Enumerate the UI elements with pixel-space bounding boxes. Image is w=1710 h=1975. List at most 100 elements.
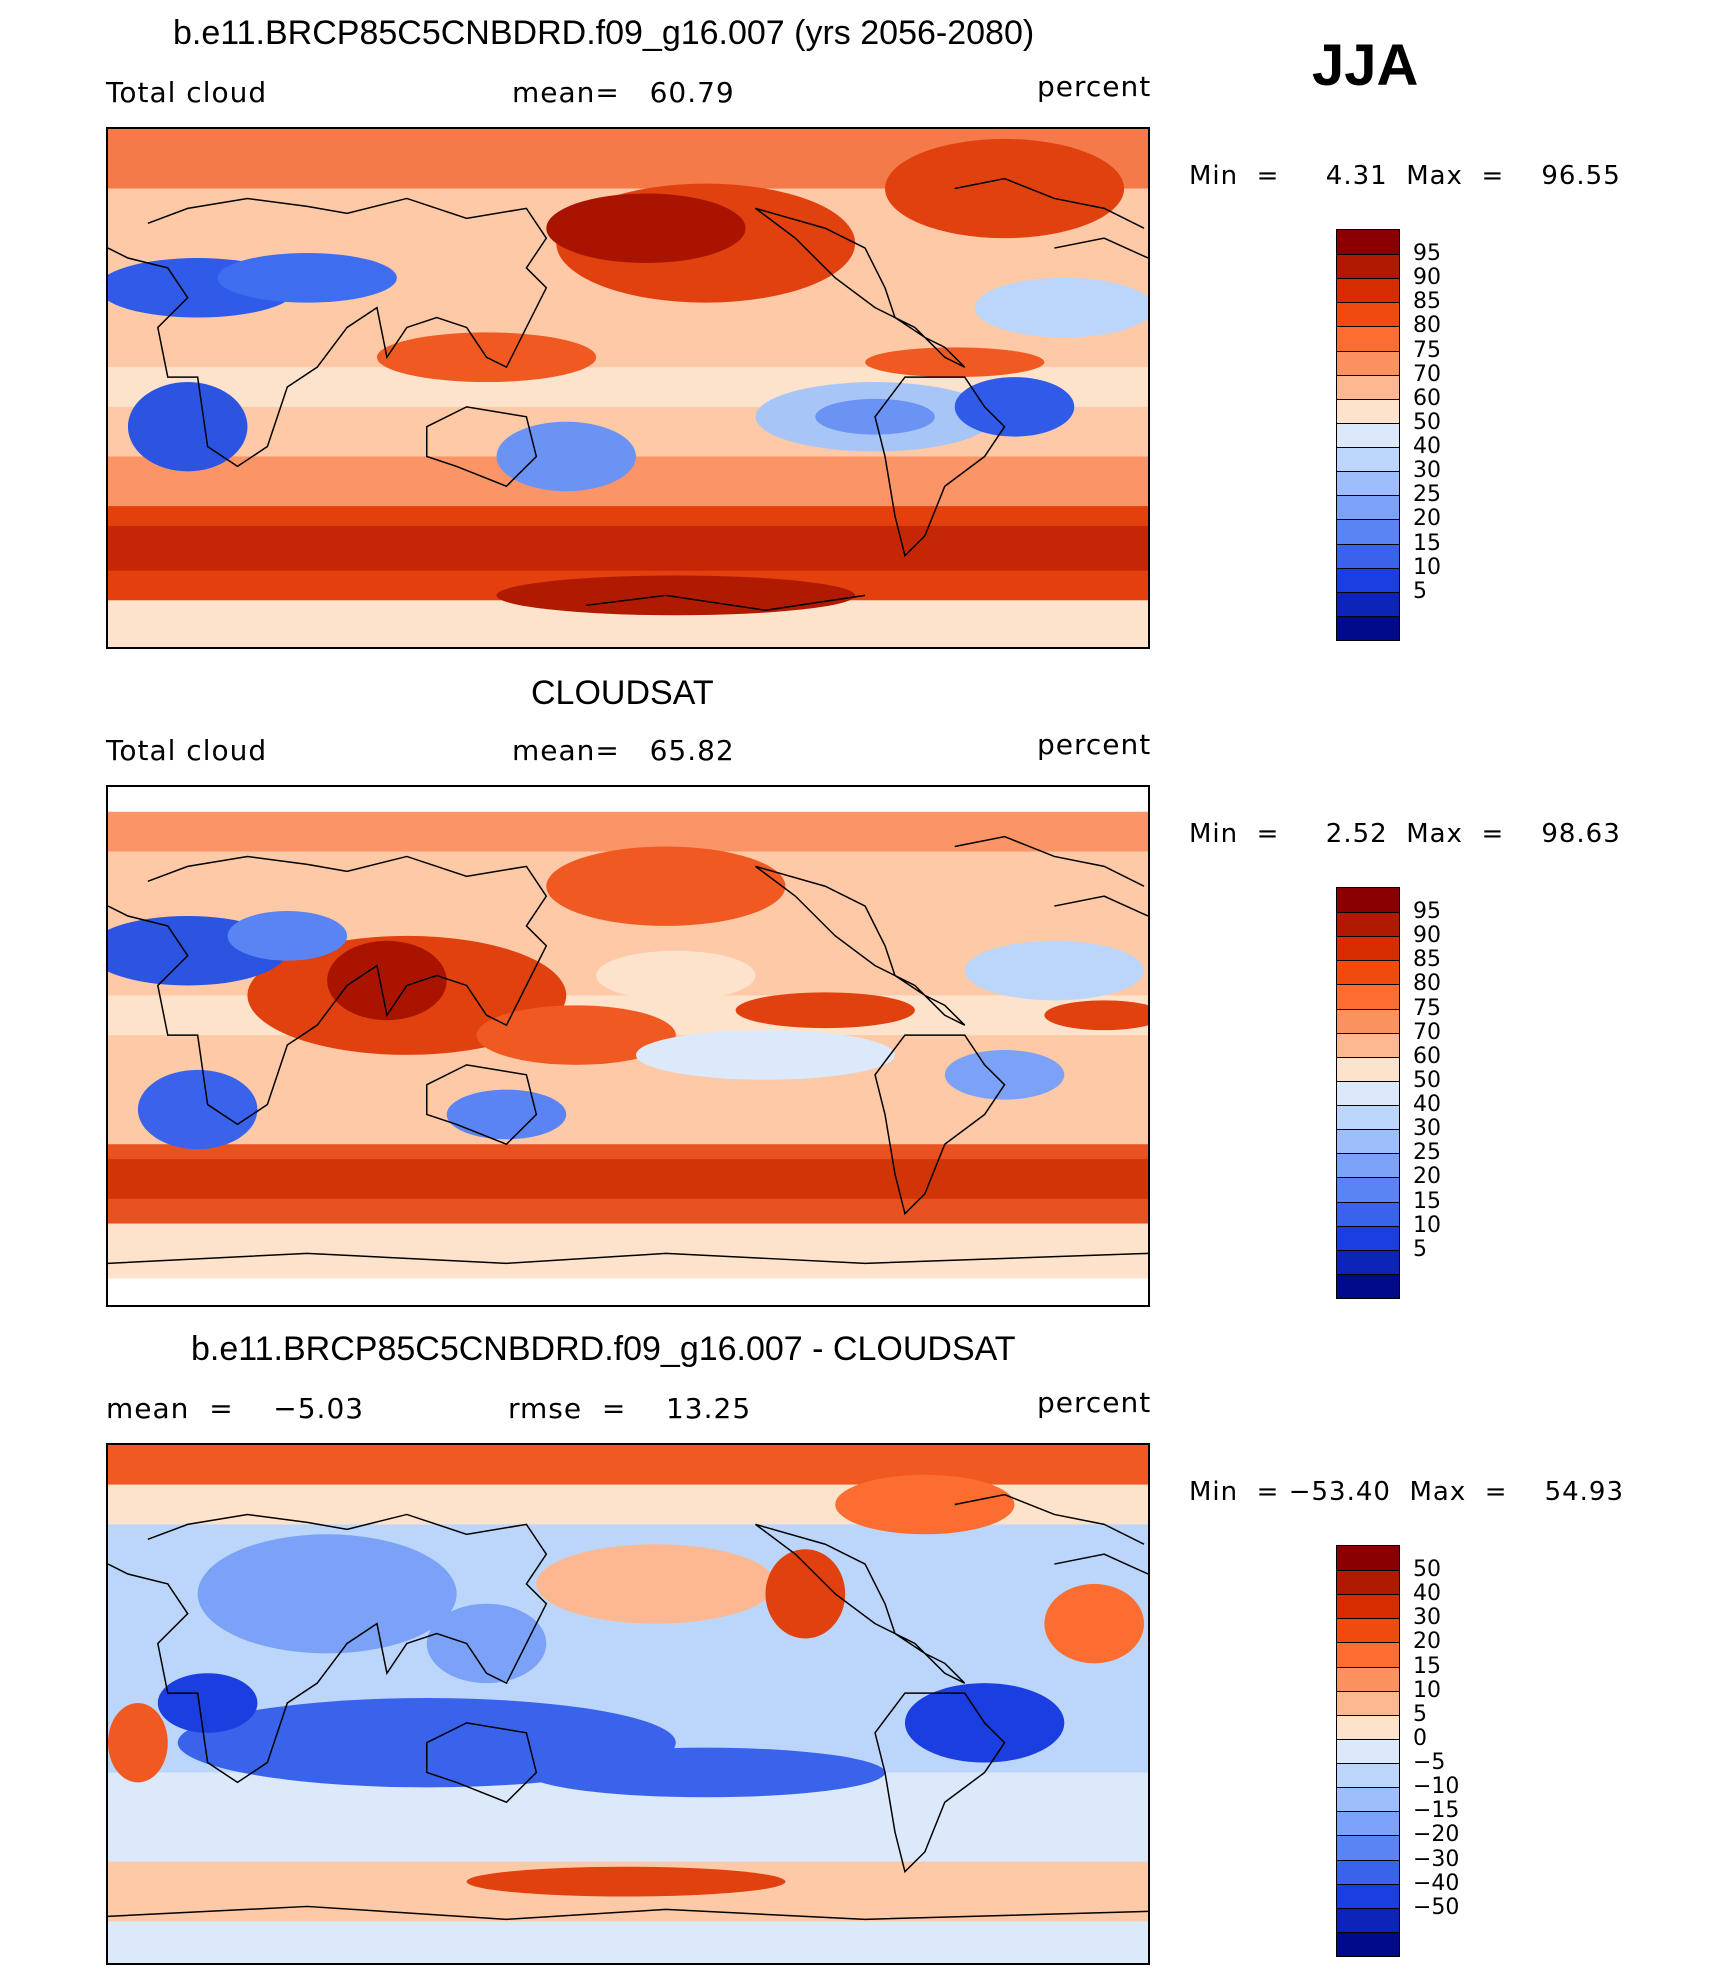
colorbar-bin	[1337, 1153, 1399, 1178]
colorbar-bin	[1337, 1080, 1399, 1106]
colorbar-tick-label: −30	[1413, 1846, 1460, 1872]
colorbar-tick-label: 50	[1413, 1067, 1441, 1093]
colorbar-tick-label: 10	[1413, 554, 1441, 580]
colorbar-bin	[1337, 1177, 1399, 1202]
colorbar-diff: 50 40 30 20 15 10 5 0 −5 −10 −15 −20 −30 −40 −50	[1336, 1545, 1459, 1957]
colorbar-bin	[1337, 1546, 1399, 1571]
colorbar-bin	[1337, 1714, 1399, 1739]
colorbar-bin	[1337, 519, 1399, 544]
colorbar-bin	[1337, 567, 1399, 592]
colorbar-bin	[1337, 984, 1399, 1009]
colorbar-bin	[1337, 447, 1399, 472]
colorbar-bin	[1337, 1642, 1399, 1667]
colorbar-bin	[1337, 912, 1399, 937]
colorbar-bin	[1337, 1859, 1399, 1884]
colorbar-bin	[1337, 1666, 1399, 1691]
colorbar-bin	[1337, 1032, 1399, 1057]
colorbar-bin	[1337, 1249, 1399, 1274]
colorbar-bin	[1337, 1201, 1399, 1226]
colorbar-bin	[1337, 1811, 1399, 1836]
colorbar-bin	[1337, 254, 1399, 279]
colorbar-bin	[1337, 471, 1399, 496]
contour-map-obs	[108, 787, 1148, 1305]
colorbar-bin	[1337, 1273, 1399, 1298]
panel-title-model: b.e11.BRCP85C5CNBDRD.f09_g16.007 (yrs 20…	[173, 14, 1035, 52]
colorbar-tick-label: 30	[1413, 458, 1441, 484]
season-label: JJA	[1312, 33, 1419, 98]
colorbar-tick-label: 15	[1413, 1188, 1441, 1214]
colorbar-tick-label: 95	[1413, 899, 1441, 925]
colorbar-tick-label: 70	[1413, 361, 1441, 387]
colorbar-bin	[1337, 302, 1399, 327]
map-panel-diff	[106, 1443, 1150, 1965]
panel-minmax-diff: Min = −53.40 Max = 54.93	[1189, 1477, 1625, 1507]
map-panel-model	[106, 127, 1150, 649]
colorbar-tick-label: 20	[1413, 1629, 1441, 1655]
colorbar-bin	[1337, 1763, 1399, 1788]
colorbar-bin	[1337, 350, 1399, 375]
colorbar-obs: 95 90 85 80 75 70 60 50 40 30 25 20 15 10 5	[1336, 887, 1441, 1299]
contour-map-diff	[108, 1445, 1148, 1963]
colorbar-bin	[1337, 326, 1399, 351]
colorbar-tick-label: 30	[1413, 1116, 1441, 1142]
colorbar-bin	[1337, 591, 1399, 616]
colorbar-tick-label: 90	[1413, 923, 1441, 949]
colorbar-tick-label: −15	[1413, 1798, 1460, 1824]
colorbar-tick-label: 15	[1413, 1653, 1441, 1679]
colorbar-tick-label: 25	[1413, 482, 1441, 508]
colorbar-tick-label: 50	[1413, 1557, 1441, 1583]
colorbar-bin	[1337, 960, 1399, 985]
colorbar-bin	[1337, 230, 1399, 255]
colorbar-tick-label: 75	[1413, 995, 1441, 1021]
colorbar-tick-label: 60	[1413, 385, 1441, 411]
colorbar-bin	[1337, 1787, 1399, 1812]
colorbar-tick-label: 70	[1413, 1019, 1441, 1045]
colorbar-tick-label: 30	[1413, 1605, 1441, 1631]
colorbar-tick-label: 90	[1413, 265, 1441, 291]
colorbar-tick-label: 10	[1413, 1677, 1441, 1703]
colorbar-bin	[1337, 1105, 1399, 1130]
colorbar-tick-label: 5	[1413, 578, 1427, 604]
colorbar-tick-label: 80	[1413, 971, 1441, 997]
colorbar-tick-label: 40	[1413, 1581, 1441, 1607]
colorbar-tick-label: 85	[1413, 947, 1441, 973]
colorbar-bin	[1337, 1883, 1399, 1908]
colorbar-bin	[1337, 398, 1399, 423]
colorbar-tick-label: 40	[1413, 1092, 1441, 1118]
colorbar-bin	[1337, 1690, 1399, 1715]
colorbar-tick-label: −50	[1413, 1894, 1460, 1920]
colorbar-bin	[1337, 615, 1399, 640]
panel-units-label-model: percent	[1037, 70, 1152, 103]
contour-map-model	[108, 129, 1148, 647]
colorbar-tick-label: 10	[1413, 1212, 1441, 1238]
colorbar-bin	[1337, 1008, 1399, 1033]
colorbar-bin	[1337, 1225, 1399, 1250]
colorbar-bin	[1337, 495, 1399, 520]
colorbar-tick-label: 25	[1413, 1140, 1441, 1166]
colorbar-tick-label: 50	[1413, 409, 1441, 435]
colorbar-bin	[1337, 1570, 1399, 1595]
panel-variable-label-obs: Total cloud	[106, 734, 268, 767]
panel-units-label-diff: percent	[1037, 1386, 1152, 1419]
colorbar-bin	[1337, 1738, 1399, 1764]
colorbar-tick-label: 85	[1413, 289, 1441, 315]
colorbar-bin	[1337, 422, 1399, 448]
colorbar-tick-label: 15	[1413, 530, 1441, 556]
colorbar-bin	[1337, 1056, 1399, 1081]
panel-mean-label-obs: mean= 65.82	[512, 734, 735, 767]
colorbar-tick-label: −20	[1413, 1822, 1460, 1848]
colorbar-bin	[1337, 1618, 1399, 1643]
panel-mean-label-diff: mean = −5.03	[106, 1392, 365, 1425]
colorbar-bin	[1337, 1594, 1399, 1619]
colorbar-tick-label: 95	[1413, 241, 1441, 267]
colorbar-bin	[1337, 936, 1399, 961]
colorbar-tick-label: −10	[1413, 1774, 1460, 1800]
colorbar-tick-label: −40	[1413, 1870, 1460, 1896]
colorbar-tick-label: 20	[1413, 1164, 1441, 1190]
colorbar-bin	[1337, 278, 1399, 303]
colorbar-tick-label: 5	[1413, 1701, 1427, 1727]
panel-variable-label-model: Total cloud	[106, 76, 268, 109]
colorbar-bin	[1337, 374, 1399, 399]
panel-mean-label-model: mean= 60.79	[512, 76, 735, 109]
colorbar-bin	[1337, 543, 1399, 568]
